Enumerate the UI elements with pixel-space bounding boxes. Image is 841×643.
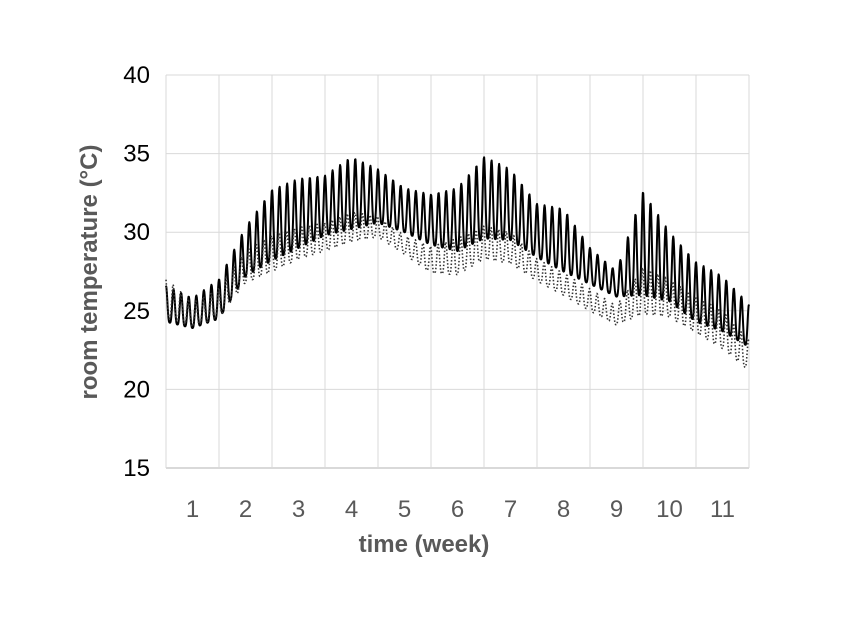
y-tick-labels: 15 20 25 30 35 40 [123, 62, 150, 482]
x-tick-label: 8 [557, 496, 570, 523]
x-tick-label: 3 [292, 496, 305, 523]
x-tick-label: 6 [451, 496, 464, 523]
x-tick-label: 4 [345, 496, 358, 523]
gridlines [165, 74, 750, 468]
x-tick-labels: 1 2 3 4 5 6 7 8 9 10 11 [186, 496, 735, 523]
y-tick-label: 20 [123, 376, 150, 403]
x-tick-label: 9 [610, 496, 623, 523]
y-tick-label: 25 [123, 298, 150, 325]
series-line-dotted [165, 211, 750, 369]
y-tick-label: 35 [123, 141, 150, 168]
x-tick-label: 2 [239, 496, 252, 523]
x-tick-label: 10 [656, 496, 683, 523]
series-line-solid [165, 156, 750, 346]
x-tick-label: 5 [398, 496, 411, 523]
x-tick-label: 11 [710, 496, 735, 523]
y-tick-label: 30 [123, 219, 150, 246]
y-tick-label: 15 [123, 455, 150, 482]
series-layer [165, 156, 750, 369]
y-axis-title: room temperature (°C) [76, 145, 103, 400]
x-tick-label: 7 [504, 496, 517, 523]
x-axis-title: time (week) [359, 531, 490, 558]
y-tick-label: 40 [123, 62, 150, 89]
x-tick-label: 1 [186, 496, 199, 523]
